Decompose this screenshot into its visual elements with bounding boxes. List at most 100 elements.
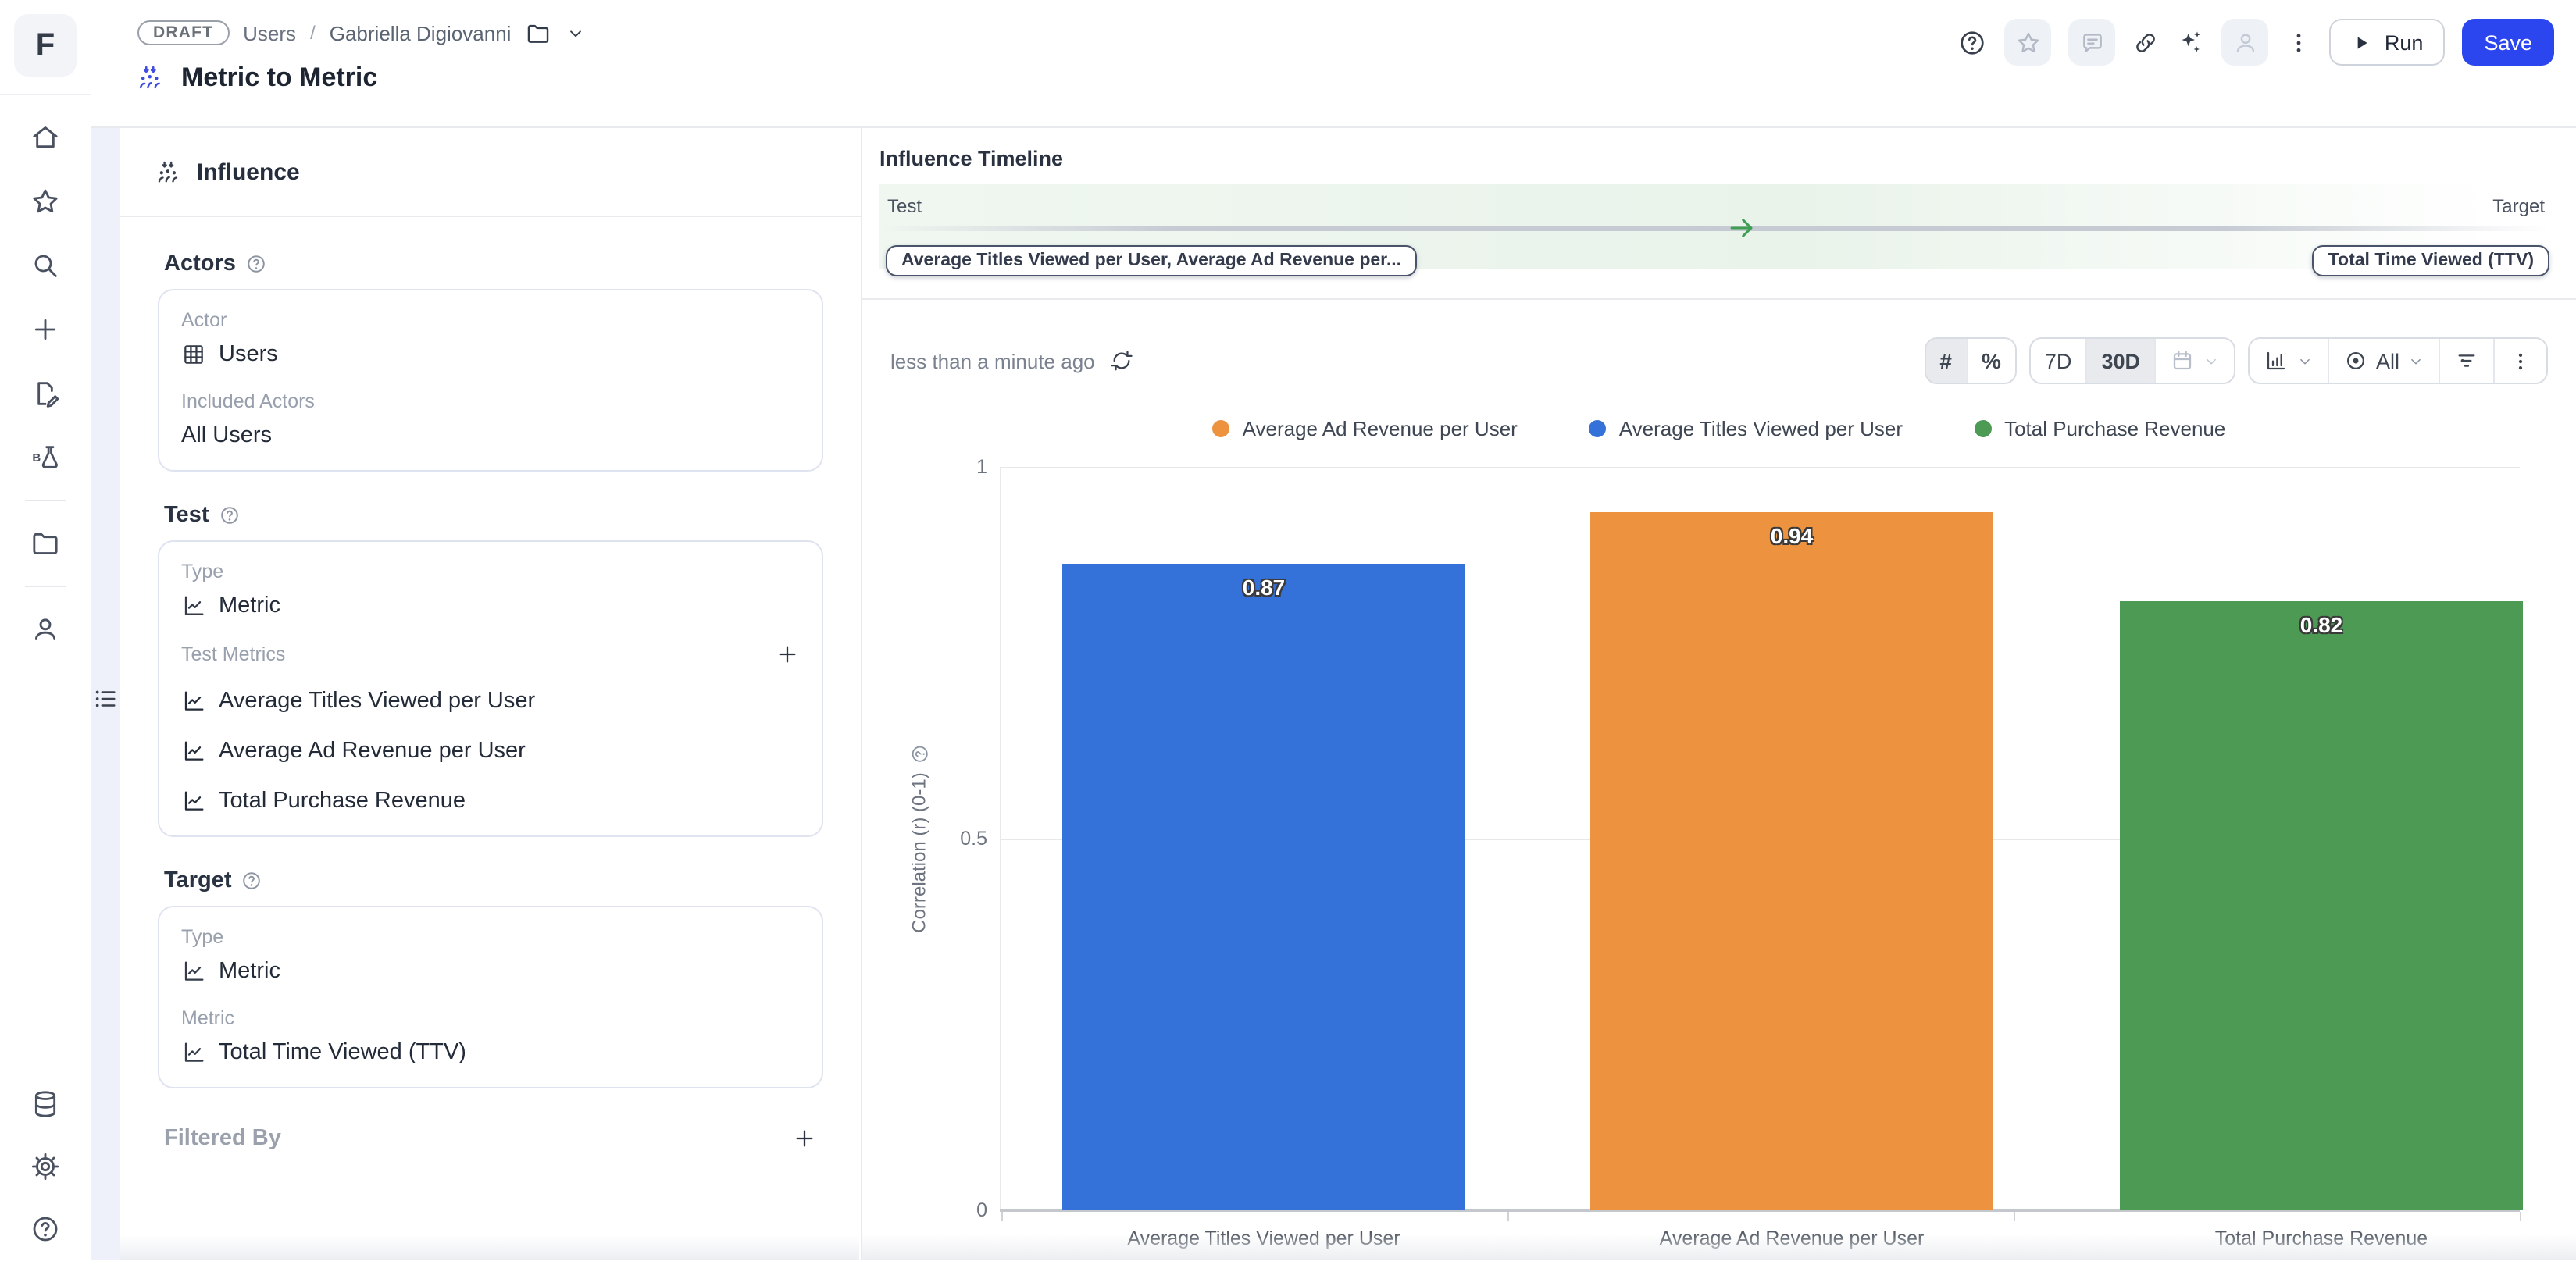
panel-title: Influence <box>197 159 300 185</box>
actors-card: Actor Users Included Actors All Users <box>158 289 823 472</box>
chart-type-dropdown[interactable] <box>2249 339 2328 383</box>
help-circle-icon[interactable] <box>241 870 263 892</box>
notebook-edit-icon[interactable] <box>30 378 61 409</box>
topbar-actions: Run Save <box>1958 19 2554 66</box>
x-axis-line <box>1000 1209 2520 1212</box>
actor-value[interactable]: Users <box>181 339 800 370</box>
search-icon[interactable] <box>30 250 61 281</box>
settings-gear-icon[interactable] <box>30 1151 61 1182</box>
comment-button[interactable] <box>2068 19 2116 66</box>
test-metric-item[interactable]: Average Ad Revenue per User <box>181 736 800 767</box>
experiment-flask-icon[interactable] <box>30 442 61 473</box>
page-title: Metric to Metric <box>181 62 378 92</box>
ai-sparkles-icon[interactable] <box>2177 28 2205 56</box>
create-plus-icon[interactable] <box>30 314 61 345</box>
metric-label: Metric <box>181 1007 235 1029</box>
legend-item[interactable]: Average Ad Revenue per User <box>1212 417 1518 440</box>
favorite-star-button[interactable] <box>2004 19 2052 66</box>
type-label: Type <box>181 561 224 582</box>
y-tick: 0.5 <box>960 828 987 850</box>
sidebar-group-divider <box>25 500 66 501</box>
metric-chart-icon <box>181 789 206 814</box>
timeline-target-label: Target <box>2492 195 2545 217</box>
sidebar-nav <box>25 95 66 645</box>
percent-format-button[interactable]: % <box>1966 339 2015 383</box>
data-database-icon[interactable] <box>30 1088 61 1120</box>
legend-dot <box>1975 420 1993 437</box>
bar-average-ad-revenue[interactable]: 0.94 <box>1590 511 1993 1210</box>
influence-timeline-section: Influence Timeline Test Target Average T… <box>862 128 2576 300</box>
test-type-value[interactable]: Metric <box>181 590 800 622</box>
legend-dot <box>1589 420 1607 437</box>
metric-chart-icon <box>181 959 206 984</box>
timeline-band: Test Target Average Titles Viewed per Us… <box>879 184 2549 276</box>
page-list-icon[interactable] <box>92 686 119 712</box>
help-circle-icon[interactable] <box>245 253 267 275</box>
metric-chart-icon <box>181 593 206 618</box>
correlation-bar-chart: 1 0.5 0 Correlation (r) (0-1) 0.87 <box>890 456 2548 1279</box>
test-metric-item[interactable]: Total Purchase Revenue <box>181 786 800 817</box>
play-icon <box>2352 32 2372 52</box>
home-icon[interactable] <box>30 122 61 153</box>
bar-value-label: 0.87 <box>1242 574 1286 600</box>
add-test-metric-button[interactable] <box>775 642 800 667</box>
target-type-value[interactable]: Metric <box>181 956 800 987</box>
legend-item[interactable]: Total Purchase Revenue <box>1975 417 2225 440</box>
test-metric-item[interactable]: Average Titles Viewed per User <box>181 686 800 717</box>
influence-icon <box>156 159 183 185</box>
filter-button[interactable] <box>2439 339 2493 383</box>
custom-date-button[interactable] <box>2153 339 2234 383</box>
test-heading: Test <box>164 503 209 528</box>
timeline-line <box>879 226 2549 231</box>
target-card: Type Metric Metric Total Time Viewed (TT… <box>158 906 823 1088</box>
actors-heading: Actors <box>164 251 236 276</box>
kebab-icon <box>2509 349 2532 372</box>
range-7d-button[interactable]: 7D <box>2030 339 2086 383</box>
help-icon[interactable] <box>30 1213 61 1245</box>
folders-icon[interactable] <box>30 528 61 559</box>
count-format-button[interactable]: # <box>1925 339 1966 383</box>
breadcrumb-owner[interactable]: Gabriella Digiovanni <box>329 21 512 45</box>
chevron-down-icon[interactable] <box>566 23 586 43</box>
legend-item[interactable]: Average Titles Viewed per User <box>1589 417 1903 440</box>
bar-total-purchase-revenue[interactable]: 0.82 <box>2120 600 2523 1210</box>
chart-more-button[interactable] <box>2493 339 2546 383</box>
series-visibility-dropdown[interactable]: All <box>2327 339 2439 383</box>
share-user-button[interactable] <box>2221 19 2269 66</box>
plot-area: 1 0.5 0 Correlation (r) (0-1) 0.87 <box>908 456 2523 1249</box>
favorites-star-icon[interactable] <box>30 186 61 217</box>
save-button[interactable]: Save <box>2462 19 2554 66</box>
bar-average-titles-viewed[interactable]: 0.87 <box>1062 563 1465 1210</box>
target-heading: Target <box>164 868 232 893</box>
refresh-icon[interactable] <box>1109 348 1134 373</box>
copy-link-icon[interactable] <box>2133 29 2160 55</box>
app-logo[interactable]: F <box>14 14 77 77</box>
x-axis-label: Average Ad Revenue per User <box>1659 1227 1925 1249</box>
chevron-down-icon <box>2407 352 2424 369</box>
target-metric-value[interactable]: Total Time Viewed (TTV) <box>181 1037 800 1068</box>
icon-sidebar: F <box>0 0 92 1260</box>
chart-legend: Average Ad Revenue per User Average Titl… <box>890 417 2548 440</box>
help-circle-icon[interactable] <box>1958 27 1988 57</box>
more-kebab-icon[interactable] <box>2286 29 2313 55</box>
range-30d-button[interactable]: 30D <box>2085 339 2154 383</box>
add-filter-button[interactable] <box>792 1126 817 1151</box>
x-axis-label: Average Titles Viewed per User <box>1127 1227 1400 1249</box>
breadcrumb-users[interactable]: Users <box>243 21 297 45</box>
pages-rail <box>91 128 120 1260</box>
metric-chart-icon <box>181 739 206 764</box>
filter-lines-icon <box>2454 348 2479 373</box>
test-card: Type Metric Test Metrics Average Titles … <box>158 540 823 837</box>
test-metrics-chip[interactable]: Average Titles Viewed per User, Average … <box>886 245 1418 276</box>
chart-options-group: All <box>2247 337 2548 384</box>
metric-chart-icon <box>181 1040 206 1065</box>
chart-section: less than a minute ago # % 7D 30D <box>862 337 2576 1279</box>
run-button[interactable]: Run <box>2329 19 2446 66</box>
target-metric-chip[interactable]: Total Time Viewed (TTV) <box>2312 245 2549 276</box>
influence-icon <box>137 64 166 92</box>
help-circle-icon[interactable] <box>219 504 241 526</box>
folder-icon[interactable] <box>525 20 551 46</box>
included-actors-value[interactable]: All Users <box>181 423 273 448</box>
y-tick: 1 <box>976 456 987 478</box>
audiences-user-icon[interactable] <box>30 614 61 645</box>
